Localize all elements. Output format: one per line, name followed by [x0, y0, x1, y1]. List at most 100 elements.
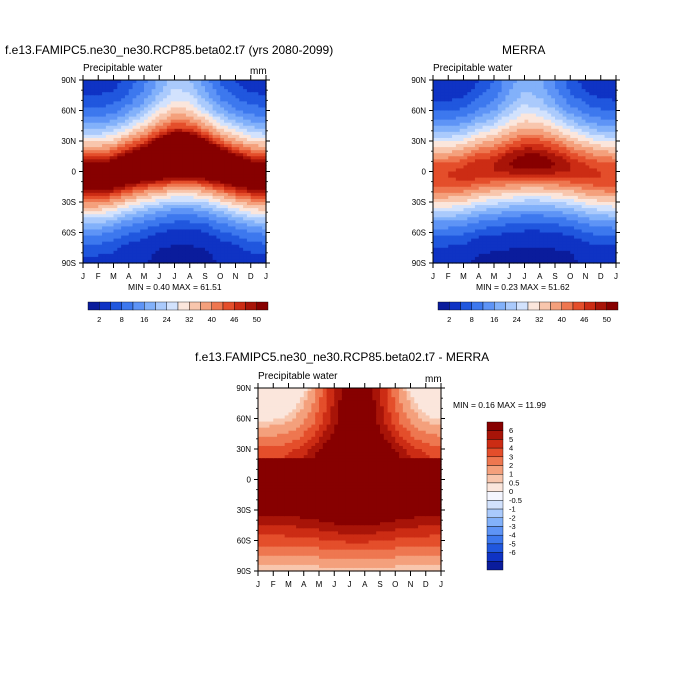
heatmap-cell [486, 137, 491, 142]
heatmap-cell [124, 180, 130, 185]
heatmap-cell [121, 95, 126, 99]
heatmap-cell [501, 202, 507, 206]
heatmap-cell [216, 150, 221, 154]
heatmap-cell [524, 189, 529, 194]
heatmap-cell [117, 128, 122, 133]
heatmap-cell [262, 250, 267, 255]
heatmap-cell [539, 211, 545, 215]
heatmap-cell [490, 92, 495, 96]
heatmap-cell [448, 226, 453, 231]
y-tick-label: 60S [62, 229, 76, 238]
heatmap-cell [436, 86, 442, 90]
heatmap-cell [227, 110, 233, 115]
heatmap-cell [151, 208, 157, 212]
heatmap-cell [170, 165, 176, 170]
heatmap-cell [159, 116, 164, 121]
heatmap-cell [452, 229, 457, 234]
heatmap-cell [513, 113, 518, 118]
heatmap-cell [433, 171, 438, 176]
heatmap-cell [147, 189, 153, 194]
heatmap-cell [185, 232, 191, 237]
heatmap-cell [558, 259, 564, 264]
heatmap-cell [467, 229, 472, 234]
heatmap-cell [113, 259, 118, 264]
heatmap-cell [144, 247, 149, 252]
heatmap-cell [262, 202, 267, 206]
heatmap-cell [478, 131, 484, 136]
heatmap-cell [170, 217, 176, 221]
heatmap-cell [262, 192, 267, 197]
heatmap-cell [170, 229, 176, 234]
heatmap-cell [90, 183, 96, 188]
heatmap-cell [155, 208, 160, 212]
heatmap-cell [151, 235, 157, 240]
heatmap-cell [436, 226, 442, 231]
heatmap-cell [547, 116, 552, 121]
heatmap-cell [478, 171, 484, 176]
heatmap-cell [197, 101, 202, 105]
heatmap-cell [197, 134, 202, 139]
heatmap-cell [147, 256, 153, 261]
heatmap-cell [547, 107, 552, 112]
heatmap-cell [455, 253, 461, 258]
heatmap-cell [539, 186, 545, 191]
heatmap-cell [197, 144, 202, 148]
heatmap-cell [231, 116, 237, 121]
heatmap-cell [159, 229, 164, 234]
heatmap-cell [524, 195, 529, 200]
heatmap-cell [212, 107, 218, 112]
heatmap-cell [543, 241, 548, 246]
heatmap-cell [547, 214, 552, 218]
heatmap-cell [235, 195, 240, 200]
heatmap-cell [151, 211, 157, 215]
heatmap-cell [444, 217, 449, 221]
heatmap-cell [136, 208, 141, 212]
heatmap-cell [513, 98, 518, 102]
heatmap-cell [509, 250, 514, 255]
heatmap-cell [128, 202, 134, 206]
heatmap-cell [532, 80, 537, 84]
heatmap-cell [227, 80, 233, 84]
heatmap-cell [239, 147, 244, 151]
heatmap-cell [452, 189, 457, 194]
heatmap-cell [224, 128, 229, 133]
heatmap-cell [558, 165, 564, 170]
heatmap-cell [448, 183, 453, 188]
heatmap-cell [227, 177, 233, 182]
heatmap-cell [197, 147, 202, 151]
heatmap-cell [555, 159, 560, 163]
heatmap-cell [448, 229, 453, 234]
heatmap-cell [501, 147, 507, 151]
heatmap-cell [436, 165, 442, 170]
heatmap-cell [197, 250, 202, 255]
heatmap-cell [239, 137, 244, 142]
heatmap-cell [516, 174, 522, 179]
heatmap-cell [520, 162, 526, 166]
heatmap-cell [144, 134, 149, 139]
heatmap-cell [208, 256, 214, 261]
heatmap-cell [90, 241, 96, 246]
heatmap-cell [98, 241, 103, 246]
heatmap-cell [250, 247, 256, 252]
heatmap-cell [113, 125, 118, 130]
heatmap-cell [86, 92, 92, 96]
heatmap-cell [83, 208, 88, 212]
heatmap-cell [185, 122, 191, 127]
heatmap-cell [117, 86, 122, 90]
heatmap-cell [136, 159, 141, 163]
heatmap-cell [539, 147, 545, 151]
heatmap-cell [140, 122, 145, 127]
heatmap-cell [216, 171, 221, 176]
heatmap-cell [193, 232, 198, 237]
heatmap-cell [102, 232, 107, 237]
heatmap-cell [170, 226, 176, 231]
heatmap-cell [524, 134, 529, 139]
heatmap-cell [509, 83, 514, 87]
heatmap-cell [463, 80, 468, 84]
heatmap-cell [505, 202, 510, 206]
heatmap-cell [170, 180, 176, 185]
heatmap-cell [551, 104, 556, 109]
heatmap-cell [258, 83, 263, 87]
heatmap-cell [467, 156, 472, 160]
heatmap-cell [452, 259, 457, 264]
